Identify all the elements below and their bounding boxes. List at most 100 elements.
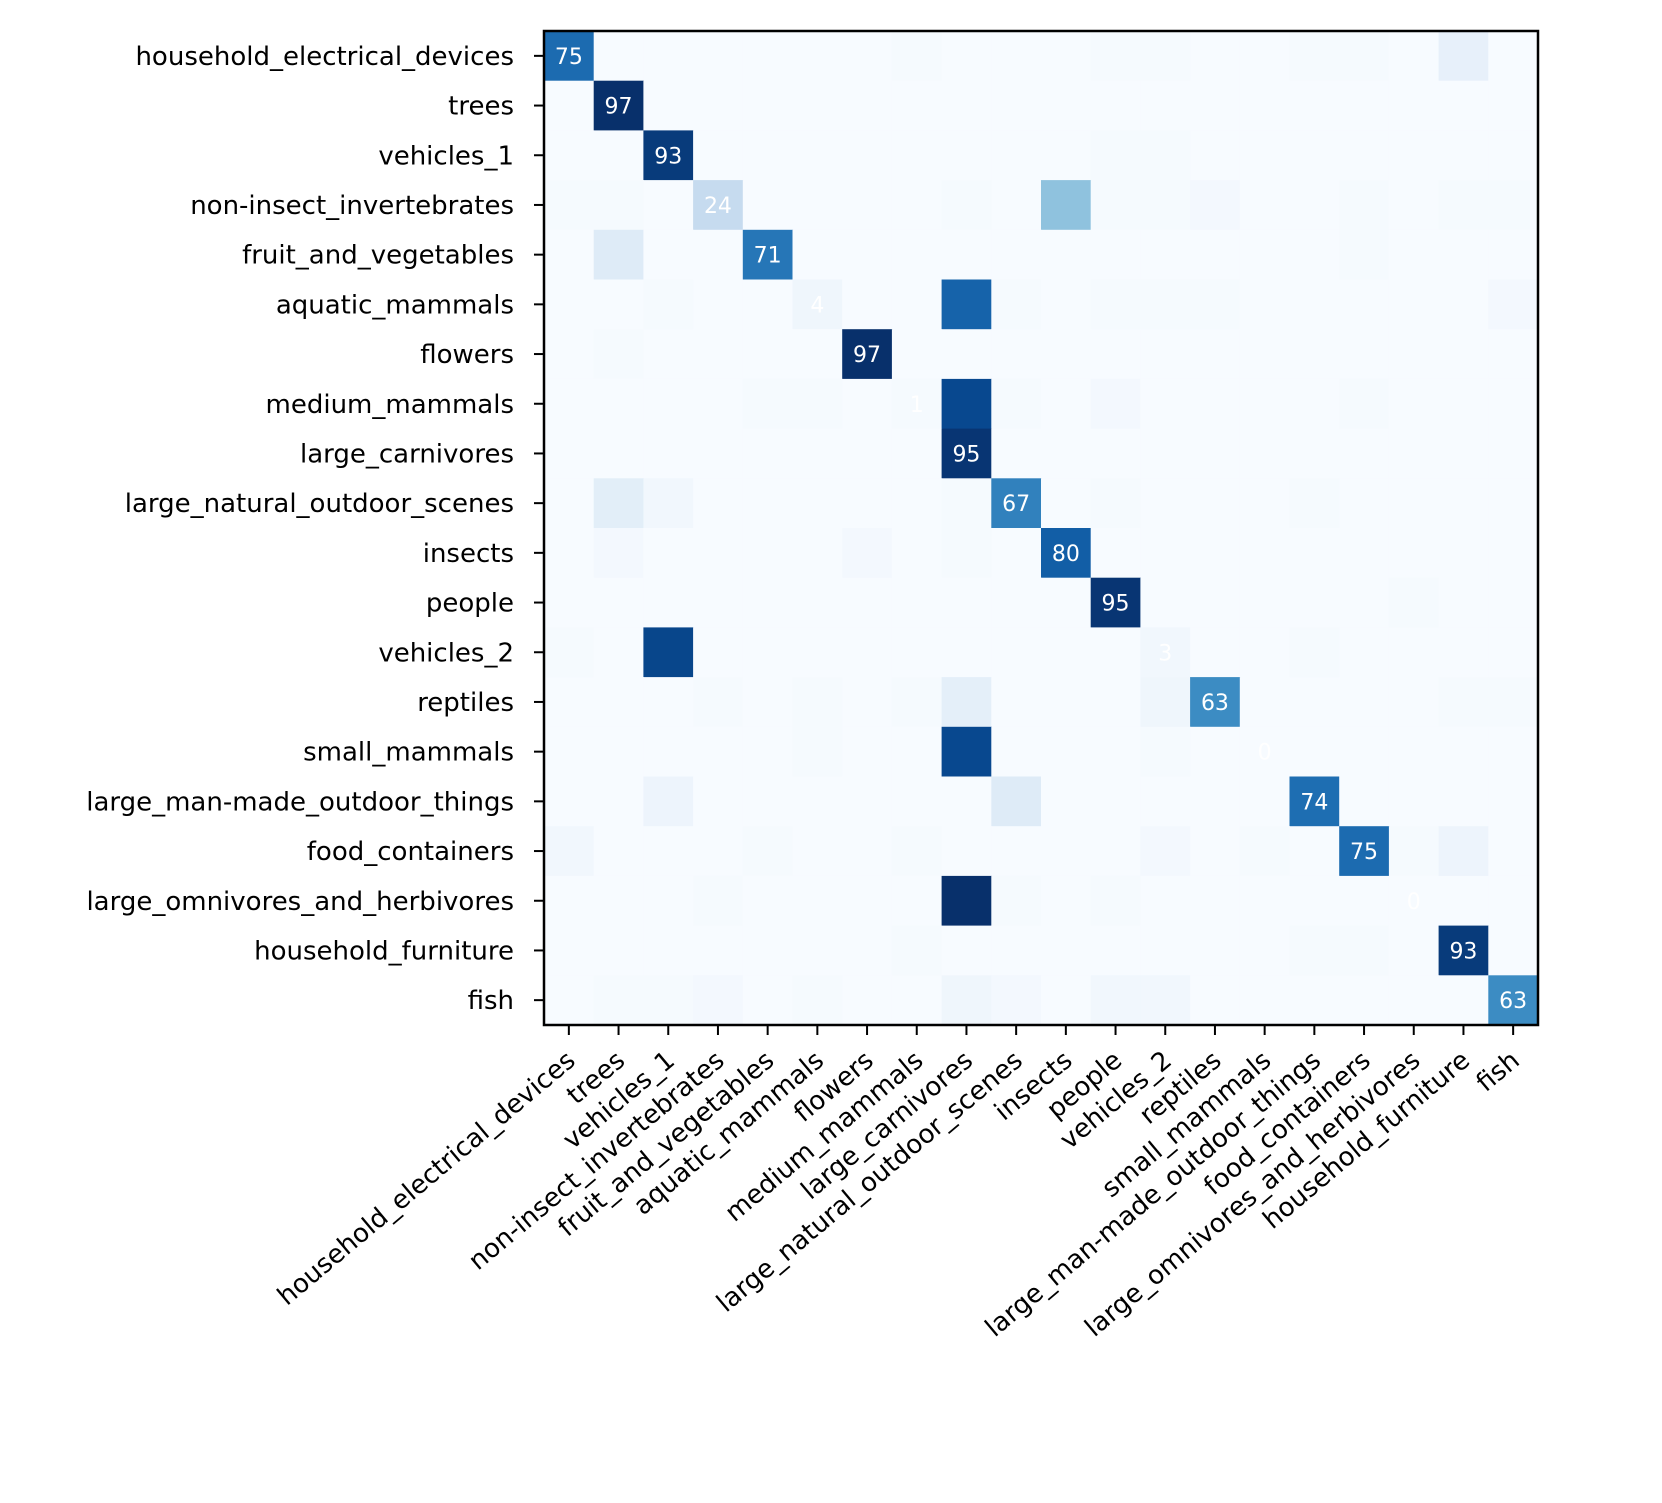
heatmap-cell [742,279,794,330]
heatmap-cell [1488,826,1539,877]
heatmap-cell [1090,925,1141,976]
heatmap-cell [1488,776,1539,827]
cell-value-label: 95 [1102,592,1130,617]
heatmap-cell [941,776,992,827]
heatmap-cell [991,776,1042,827]
heatmap-cell [792,875,843,927]
heatmap-cell [1488,329,1539,380]
heatmap-cell [1140,925,1191,976]
heatmap-cell [1438,875,1489,927]
heatmap-cell [1339,528,1390,579]
heatmap-cell [991,577,1042,628]
heatmap-cell [842,130,893,181]
heatmap-cell [1488,577,1539,628]
heatmap-cell [1339,925,1390,976]
heatmap-cell [842,875,893,927]
y-tick-label: small_mammals [303,738,514,768]
heatmap-cell [1090,31,1141,82]
heatmap-cell [1488,279,1539,330]
heatmap-cell [1388,279,1440,330]
heatmap-cell [1339,975,1390,1026]
heatmap-cell [1339,826,1390,877]
heatmap-cell [1239,726,1291,778]
heatmap-cell [1438,180,1489,231]
heatmap-cell [593,726,644,778]
heatmap-cell [941,726,992,778]
heatmap-cell [941,80,992,131]
heatmap-cell [544,378,595,430]
heatmap-cell [1388,180,1440,231]
heatmap-cell [693,627,744,678]
heatmap-cell [742,229,794,281]
heatmap-cell [593,229,644,281]
heatmap-cell [693,130,744,181]
heatmap-cell [593,826,644,877]
heatmap-cell [891,925,943,976]
heatmap-cell [593,180,644,231]
heatmap-cell [1041,130,1092,181]
heatmap-cell [1140,826,1191,877]
heatmap-cell [742,329,794,380]
heatmap-cell [891,528,943,579]
heatmap-cell [593,528,644,579]
heatmap-cell [1388,329,1440,380]
heatmap-cell [941,378,992,430]
heatmap-cell [593,378,644,430]
y-tick-label: vehicles_2 [378,638,514,668]
heatmap-cell [1239,677,1291,728]
heatmap-cell [593,875,644,927]
heatmap-cell [792,279,843,330]
heatmap-cell [1488,528,1539,579]
heatmap-cell [941,478,992,529]
heatmap-cell [1041,826,1092,877]
heatmap-cell [1488,925,1539,976]
heatmap-cell [1239,925,1291,976]
heatmap-cell [1239,229,1291,281]
heatmap-cell [1090,726,1141,778]
heatmap-cell [1388,80,1440,131]
heatmap-cell [1488,180,1539,231]
heatmap-cell [941,229,992,281]
heatmap-cell [891,130,943,181]
heatmap-cell [1388,478,1440,529]
heatmap-cell [1438,428,1489,479]
heatmap-cell [1090,378,1141,430]
heatmap-cell [842,627,893,678]
heatmap-cell [1289,130,1340,181]
heatmap-cell [544,925,595,976]
heatmap-cell [643,925,694,976]
heatmap-cell [1239,875,1291,927]
y-tick-label: medium_mammals [266,390,514,420]
heatmap-cell [693,826,744,877]
heatmap-cell [1339,627,1390,678]
heatmap-cell [842,229,893,281]
heatmap-cell [742,975,794,1026]
heatmap-cell [1289,577,1340,628]
heatmap-cell [1041,528,1092,579]
heatmap-cell [643,130,694,181]
heatmap-cell [1488,80,1539,131]
heatmap-cell [941,826,992,877]
heatmap-cell [742,180,794,231]
heatmap-cell [693,428,744,479]
heatmap-cell [1190,130,1241,181]
heatmap-cell [1090,577,1141,628]
heatmap-cell [891,776,943,827]
heatmap-cell [1190,80,1241,131]
heatmap-cell [1190,329,1241,380]
heatmap-cell [1140,130,1191,181]
heatmap-cell [991,31,1042,82]
heatmap-cell [1090,528,1141,579]
heatmap-cell [693,726,744,778]
heatmap-cell [1090,826,1141,877]
heatmap-cell [1239,528,1291,579]
heatmap-cell [1339,478,1390,529]
heatmap-cell [842,31,893,82]
heatmap-cell [593,677,644,728]
cell-value-label: 71 [754,244,782,269]
heatmap-cell [1289,627,1340,678]
heatmap-cell [693,528,744,579]
heatmap-cell [842,378,893,430]
y-tick-label: reptiles [417,688,514,718]
